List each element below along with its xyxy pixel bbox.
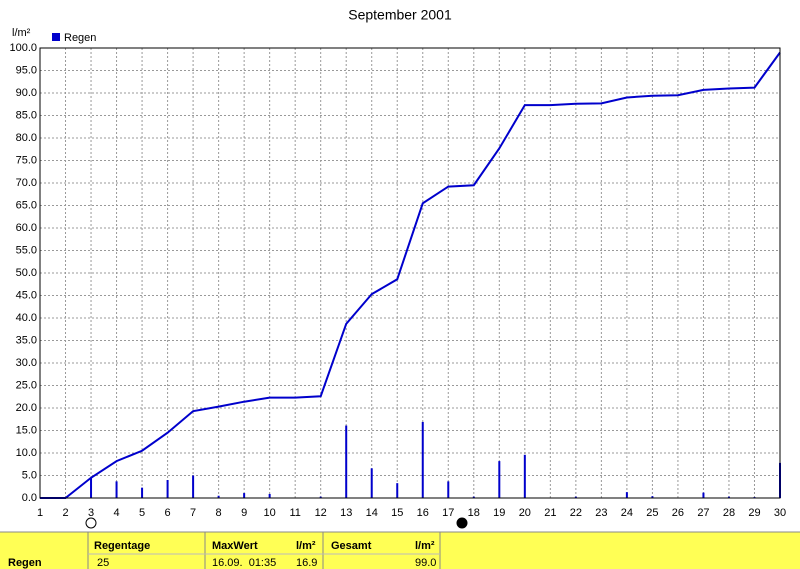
moon-icon (456, 517, 468, 529)
daily-bar (625, 492, 628, 498)
y-tick-label: 60.0 (16, 222, 37, 234)
y-tick-label: 10.0 (16, 447, 37, 459)
x-tick-label: 20 (519, 507, 531, 519)
y-tick-label: 30.0 (16, 357, 37, 369)
x-tick-label: 21 (544, 507, 556, 519)
y-tick-label: 15.0 (16, 424, 37, 436)
summary-header: Regentage (94, 540, 150, 552)
daily-bar (396, 483, 399, 498)
x-tick-label: 16 (417, 507, 429, 519)
daily-bar (319, 496, 322, 498)
x-tick-label: 22 (570, 507, 582, 519)
plot-frame (39, 47, 781, 499)
x-tick-label: 2 (62, 507, 68, 519)
x-tick-label: 8 (216, 507, 222, 519)
y-tick-label: 100.0 (9, 42, 37, 54)
daily-bar (166, 480, 169, 498)
y-tick-label: 40.0 (16, 312, 37, 324)
y-tick-label: 90.0 (16, 87, 37, 99)
y-tick-label: 80.0 (16, 132, 37, 144)
daily-bar (243, 493, 246, 498)
y-axis-label: l/m² (12, 27, 31, 39)
legend-swatch (52, 33, 60, 41)
daily-bar (472, 496, 475, 498)
x-tick-label: 27 (697, 507, 709, 519)
x-tick-label: 3 (88, 507, 94, 519)
daily-bar (141, 487, 144, 498)
x-tick-label: 10 (264, 507, 276, 519)
daily-bar (498, 461, 501, 498)
daily-bar (90, 477, 93, 498)
y-tick-label: 65.0 (16, 199, 37, 211)
summary-value: 16.9 (296, 557, 317, 569)
summary-value: 16.09. 01:35 (212, 557, 276, 569)
daily-bar (702, 492, 705, 498)
summary-unit: l/m² (296, 540, 316, 552)
x-tick-label: 13 (340, 507, 352, 519)
summary-value: 25 (97, 557, 109, 569)
moon-icon (85, 517, 97, 529)
summary-header: MaxWert (212, 540, 258, 552)
daily-bar (651, 496, 654, 498)
y-tick-label: 20.0 (16, 402, 37, 414)
x-tick-label: 29 (748, 507, 760, 519)
y-tick-label: 70.0 (16, 177, 37, 189)
x-tick-label: 7 (190, 507, 196, 519)
x-tick-label: 9 (241, 507, 247, 519)
x-tick-label: 11 (289, 507, 300, 519)
x-tick-label: 17 (442, 507, 454, 519)
x-tick-label: 1 (37, 507, 43, 519)
daily-bar (217, 495, 220, 498)
daily-bar (727, 496, 730, 498)
daily-bar (345, 425, 348, 498)
x-tick-label: 25 (646, 507, 658, 519)
daily-bar (268, 493, 271, 498)
x-tick-label: 30 (774, 507, 786, 519)
y-tick-label: 45.0 (16, 289, 37, 301)
x-tick-label: 4 (113, 507, 119, 519)
y-tick-label: 55.0 (16, 244, 37, 256)
daily-bar (115, 481, 118, 498)
y-tick-label: 95.0 (16, 64, 37, 76)
daily-bar (574, 496, 577, 498)
daily-bar (421, 421, 424, 498)
summary-background (0, 532, 800, 569)
y-tick-label: 35.0 (16, 334, 37, 346)
y-tick-label: 75.0 (16, 154, 37, 166)
daily-bar (192, 475, 195, 498)
y-tick-label: 5.0 (22, 469, 37, 481)
daily-bar (447, 481, 450, 498)
x-tick-label: 26 (672, 507, 684, 519)
x-tick-label: 19 (493, 507, 505, 519)
summary-unit: l/m² (415, 540, 435, 552)
summary-bar: Regen Regentage 25 MaxWert l/m² 16.09. 0… (0, 531, 800, 569)
x-tick-label: 12 (315, 507, 327, 519)
daily-bar (523, 454, 526, 498)
y-tick-label: 50.0 (16, 267, 37, 279)
y-tick-label: 25.0 (16, 379, 37, 391)
x-tick-label: 14 (366, 507, 378, 519)
y-tick-label: 85.0 (16, 109, 37, 121)
x-tick-label: 15 (391, 507, 403, 519)
x-tick-label: 23 (595, 507, 607, 519)
legend-label: Regen (64, 32, 96, 44)
x-tick-label: 5 (139, 507, 145, 519)
x-tick-label: 6 (165, 507, 171, 519)
summary-value: 99.0 (415, 557, 436, 569)
x-tick-label: 18 (468, 507, 480, 519)
summary-header: Gesamt (331, 540, 372, 552)
summary-label: Regen (8, 557, 42, 569)
daily-bar (370, 468, 373, 498)
x-tick-label: 24 (621, 507, 633, 519)
x-tick-label: 28 (723, 507, 735, 519)
y-tick-label: 0.0 (22, 492, 37, 504)
chart-title: September 2001 (348, 7, 452, 23)
line (40, 51, 781, 499)
